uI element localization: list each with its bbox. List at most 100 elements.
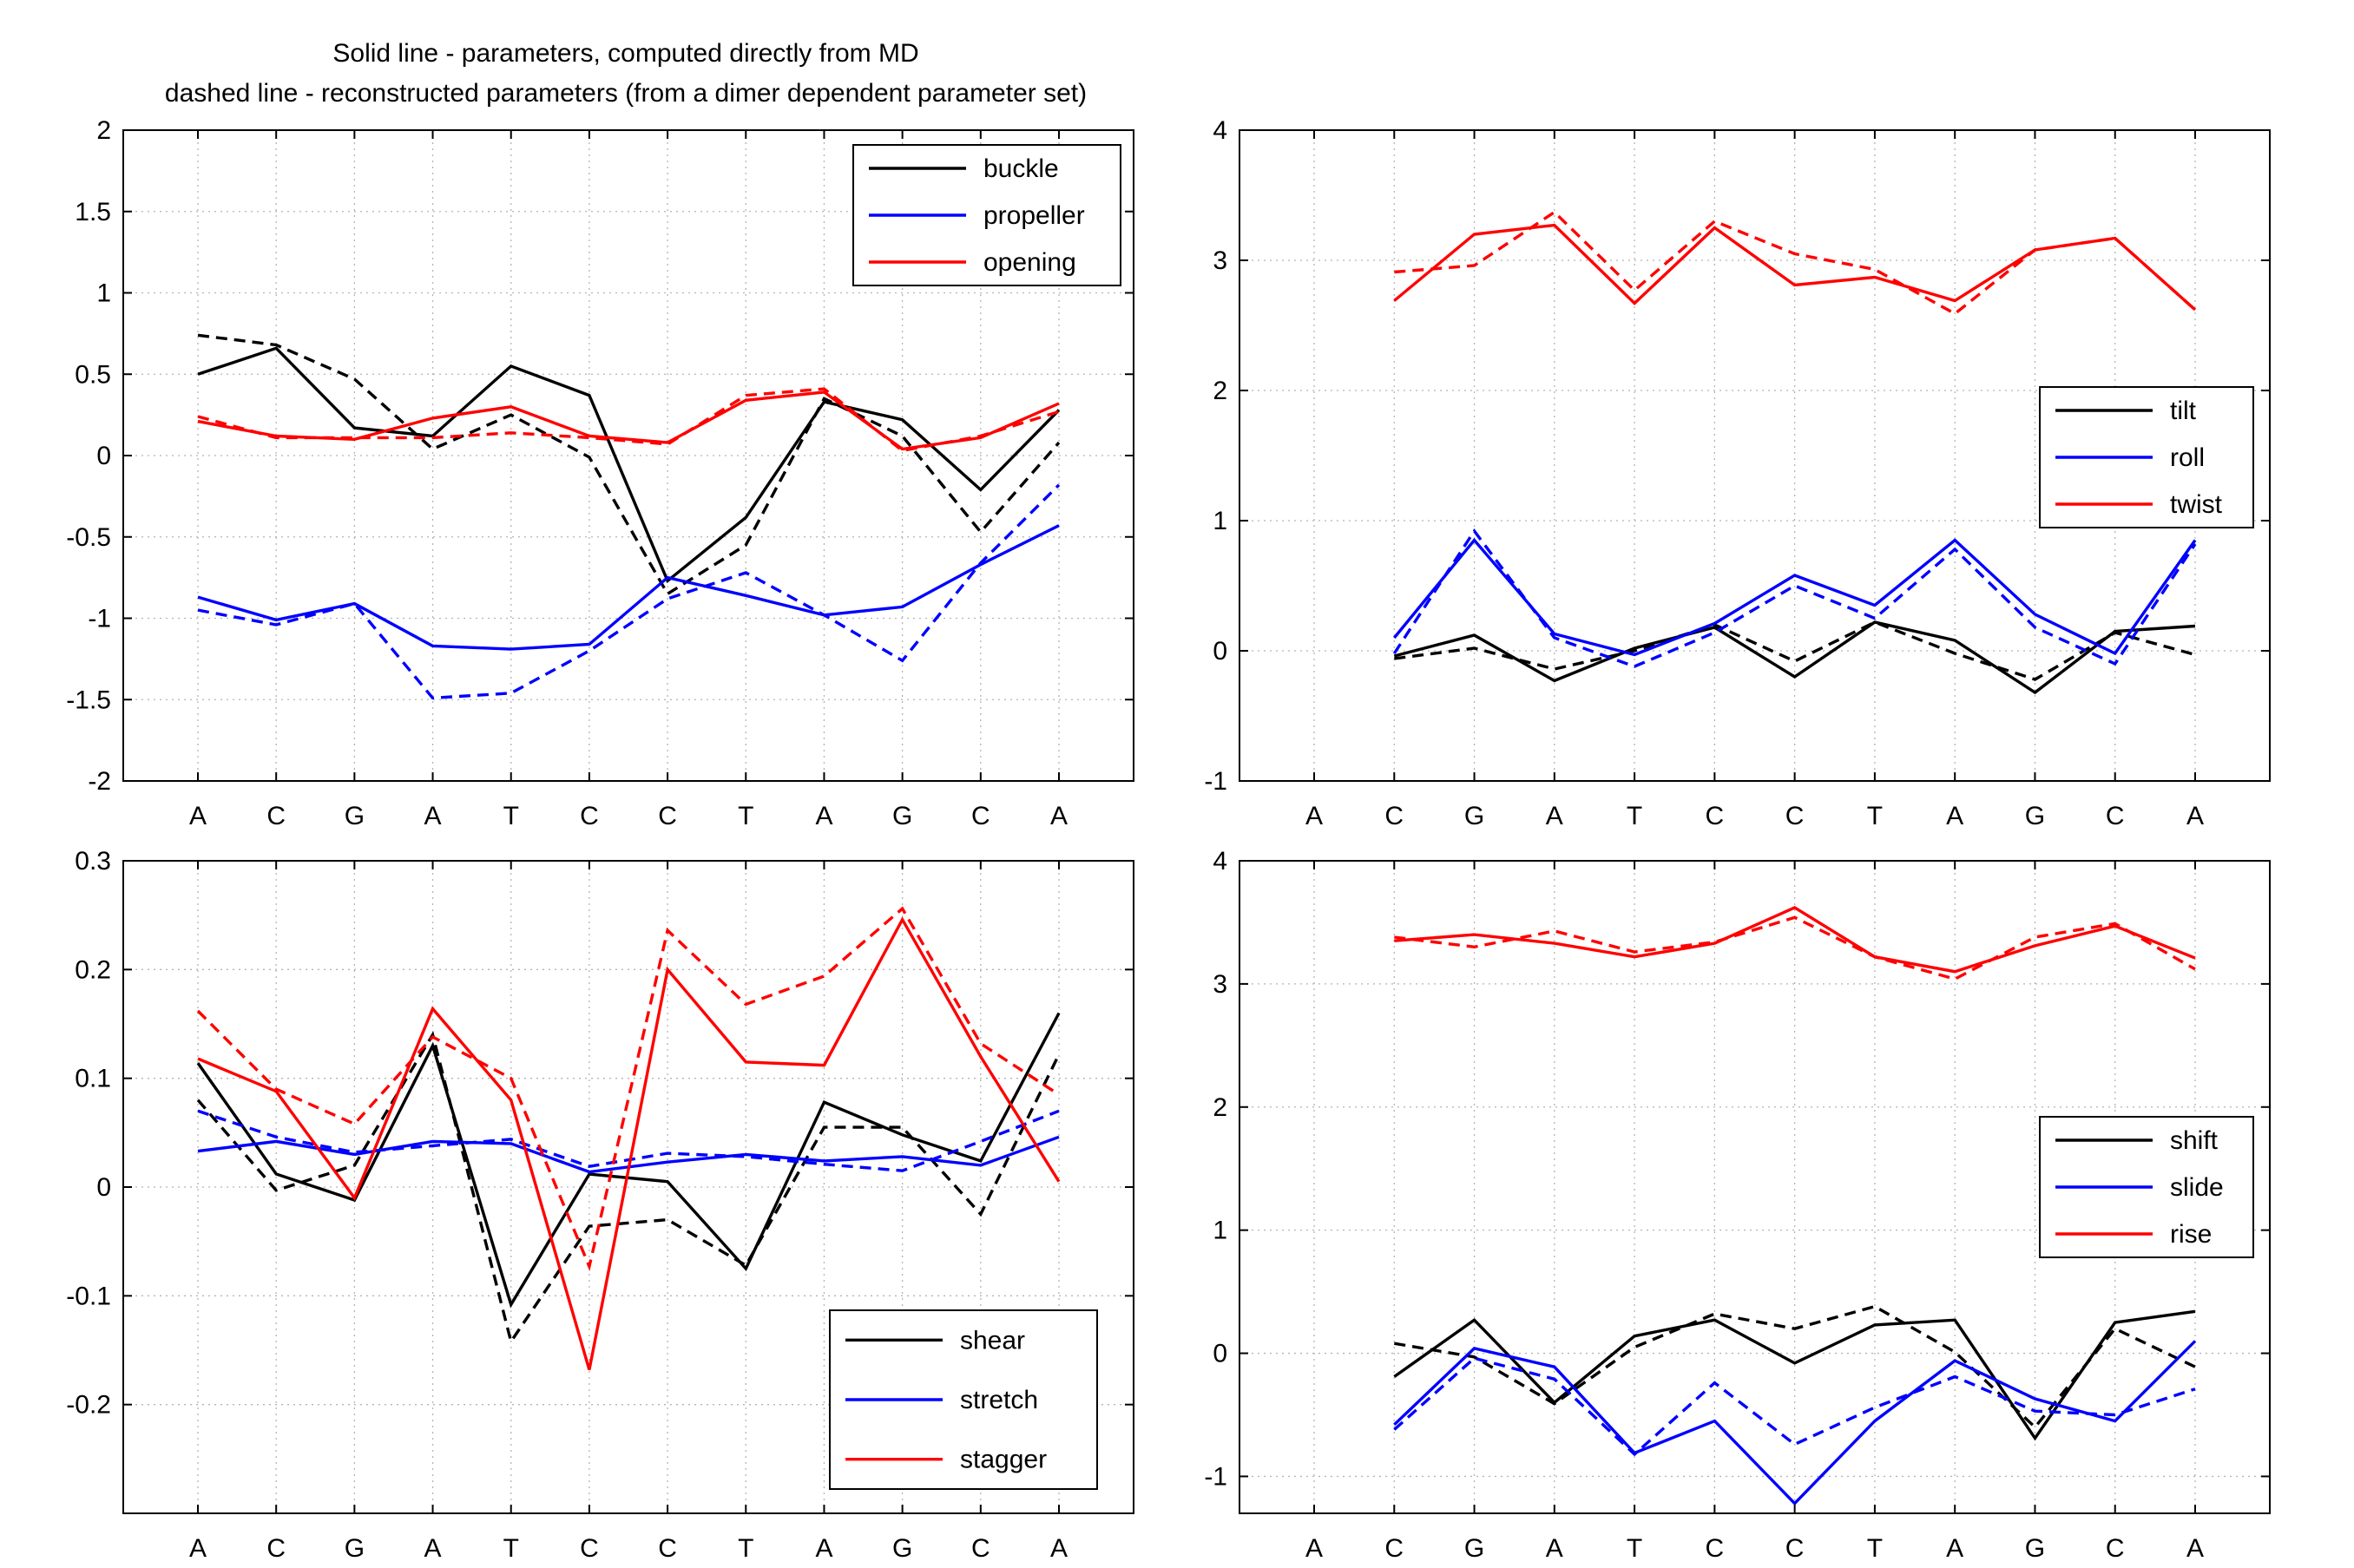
legend-label-roll: roll [2170,443,2205,472]
y-tick-label: 2 [96,116,111,145]
x-tick-label: T [1627,1534,1642,1563]
y-tick-label: -1.5 [66,686,111,714]
series-line-tilt-dashed [1394,620,2196,681]
y-tick-label: 0 [96,442,111,470]
x-tick-label: A [424,1534,442,1563]
x-tick-label: C [1706,802,1725,830]
x-tick-label: A [424,802,442,830]
x-tick-label: A [1050,1534,1068,1563]
x-tick-label: C [266,802,286,830]
x-tick-label: A [1946,1534,1963,1563]
series-line-shear-dashed [196,1031,1061,1346]
legend-label-propeller: propeller [983,201,1085,230]
y-tick-label: 0 [1213,637,1227,666]
y-tick-label: 0.5 [75,360,111,389]
x-tick-label: T [738,802,753,830]
x-tick-label: A [1305,802,1323,830]
y-tick-label: -1 [1204,1462,1227,1491]
y-tick-label: -0.2 [66,1391,111,1420]
x-tick-label: C [971,1534,990,1563]
x-tick-label: T [1867,802,1883,830]
series-line-buckle-solid [197,346,1061,584]
y-tick-label: -2 [88,767,111,796]
x-tick-label: C [2106,1534,2125,1563]
y-tick-label: 1 [1213,507,1227,535]
x-tick-label: C [1785,802,1805,830]
y-tick-label: 0.2 [75,955,111,984]
x-tick-label: A [1546,1534,1563,1563]
x-tick-label: A [2186,802,2204,830]
x-tick-label: G [1464,1534,1484,1563]
series-line-roll-dashed [1392,528,2197,668]
axes-frame [1239,860,2271,1514]
series-line-stretch-dashed [197,1109,1060,1172]
y-tick-label: 4 [1213,847,1227,876]
y-tick-label: 2 [1213,377,1227,405]
x-tick-label: A [189,1534,207,1563]
x-tick-label: C [658,802,677,830]
x-tick-label: C [580,1534,599,1563]
series-line-propeller-solid [197,524,1060,651]
legend-label-stretch: stretch [960,1386,1038,1414]
x-tick-label: C [1706,1534,1725,1563]
y-tick-label: 0.1 [75,1065,111,1093]
y-tick-label: -1 [1204,767,1227,796]
x-tick-label: A [1946,802,1963,830]
series-line-twist-dashed [1394,210,2197,316]
series-line-rise-dashed [1394,915,2196,981]
axes-frame [1239,129,2271,782]
series-line-twist-solid [1393,223,2197,312]
x-tick-label: T [1627,802,1642,830]
x-tick-label: G [345,1534,365,1563]
x-tick-label: C [580,802,599,830]
x-tick-label: G [2025,802,2045,830]
x-tick-label: A [1546,802,1563,830]
x-tick-label: C [266,1534,286,1563]
x-tick-label: A [1305,1534,1323,1563]
x-tick-label: G [892,802,912,830]
y-tick-label: -0.5 [66,523,111,552]
series-line-stagger-dashed [196,906,1060,1272]
x-tick-label: T [738,1534,753,1563]
legend-label-buckle: buckle [983,154,1059,183]
legend: shear stretch stagger [829,1309,1098,1490]
x-tick-label: G [1464,802,1484,830]
y-tick-label: 3 [1213,246,1227,275]
legend-label-twist: twist [2170,490,2223,519]
x-tick-label: C [1384,1534,1404,1563]
legend-label-stagger: stagger [960,1446,1047,1474]
x-tick-label: A [1050,802,1068,830]
x-tick-label: T [503,1534,519,1563]
legend: buckle propeller opening [852,144,1121,286]
y-tick-label: 0 [96,1173,111,1202]
x-tick-label: T [503,802,519,830]
y-tick-label: 0 [1213,1340,1227,1368]
series-line-stagger-solid [197,916,1061,1371]
series-line-tilt-solid [1393,620,2196,695]
y-tick-label: -0.1 [66,1282,111,1310]
x-tick-label: C [1384,802,1404,830]
y-tick-label: -1 [88,605,111,633]
series-line-buckle-dashed [197,333,1061,596]
series-line-shear-solid [196,1012,1061,1309]
y-tick-label: 2 [1213,1093,1227,1122]
x-tick-label: C [971,802,990,830]
x-tick-label: G [892,1534,912,1563]
y-tick-label: 1 [96,279,111,308]
x-tick-label: C [658,1534,677,1563]
y-tick-label: 0.3 [75,847,111,876]
x-tick-label: A [815,802,832,830]
legend: shift slide rise [2039,1116,2254,1258]
legend-label-rise: rise [2170,1220,2212,1249]
figure-title-line1: Solid line - parameters, computed direct… [332,39,918,68]
y-tick-label: 1 [1213,1217,1227,1245]
x-tick-label: A [815,1534,832,1563]
y-tick-label: 1.5 [75,198,111,226]
series-line-shift-solid [1393,1309,2196,1441]
legend: tilt roll twist [2039,386,2254,528]
legend-label-tilt: tilt [2170,397,2197,425]
